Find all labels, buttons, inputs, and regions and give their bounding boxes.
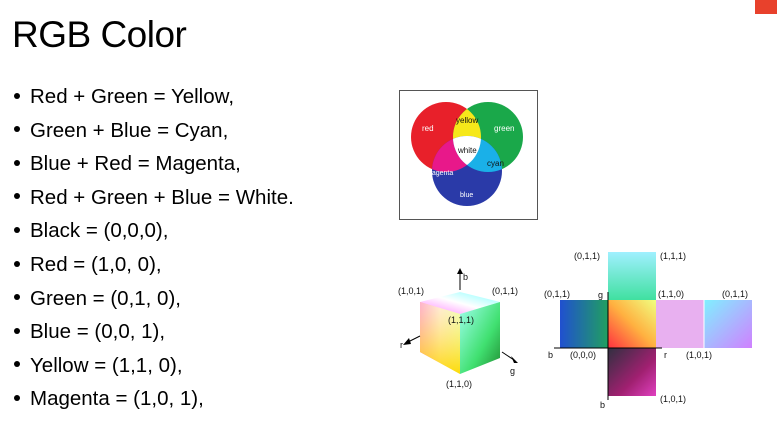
net-label-mid-center: (1,1,0) [658,289,684,299]
bullet-dot [14,193,20,200]
net-label-right: (1,0,1) [686,350,712,360]
net-face-bottom [608,348,656,396]
net-face-left [560,300,608,348]
net-label-bottom: (1,0,1) [660,394,686,404]
venn-label-cyan: cyan [487,159,504,168]
net-axis-r: r [664,350,667,360]
page-title: RGB Color [12,14,187,55]
axis-r-arrowhead [403,338,411,345]
axis-g-arrow [501,351,515,361]
cube-label-bottom: (1,1,0) [446,379,472,389]
bullet-item: Yellow = (1,1, 0), [10,349,294,383]
bullet-item: Red + Green = Yellow, [10,80,294,114]
bullet-dot [14,159,20,166]
net-label-origin: (0,0,0) [570,350,596,360]
net-axis-b-bottom: b [600,400,605,410]
cube-label-center: (1,1,1) [448,315,474,325]
axis-g-arrowhead [511,356,518,363]
net-label-mid-right: (0,1,1) [722,289,748,299]
bullet-dot [14,327,20,334]
net-svg: (0,1,1) (1,1,1) (0,1,1) (1,1,0) (0,1,1) … [544,251,752,410]
bullet-dot [14,361,20,368]
venn-label-blue: blue [460,192,473,199]
cube-svg: (1,0,1) (0,1,1) (1,1,1) (1,1,0) b r g [398,268,518,389]
net-face-right-1 [656,300,704,348]
net-label-top-left: (0,1,1) [574,251,600,261]
axis-b-arrowhead [457,268,463,274]
bullet-dot [14,294,20,301]
net-face-center [608,300,656,348]
cube-top-face [420,292,500,314]
bullet-item: Red = (1,0, 0), [10,248,294,282]
bullet-item: Blue = (0,0, 1), [10,315,294,349]
cube-side-face [460,302,500,374]
bullet-item: Blue + Red = Magenta, [10,147,294,181]
bullet-list: Red + Green = Yellow, Green + Blue = Cya… [10,80,294,416]
venn-label-green: green [494,124,514,133]
cube-axis-g: g [510,366,515,376]
corner-accent [755,0,777,14]
bullet-dot [14,260,20,267]
net-face-right-2 [704,300,752,348]
net-face-top [608,252,656,300]
venn-diagram: red yellow green white magenta cyan blue [399,90,538,220]
bullet-item: Green + Blue = Cyan, [10,114,294,148]
net-axis-b-left: b [548,350,553,360]
cube-front-shade [420,302,460,374]
bullet-dot [14,92,20,99]
venn-label-magenta: magenta [426,170,453,177]
bullet-item: Magenta = (1,0, 1), [10,382,294,416]
bullet-item: Green = (0,1, 0), [10,282,294,316]
cube-axis-r: r [400,340,403,350]
cube-net: (0,1,1) (1,1,1) (0,1,1) (1,1,0) (0,1,1) … [540,240,772,420]
net-label-top-right: (1,1,1) [660,251,686,261]
color-cube: (1,0,1) (0,1,1) (1,1,1) (1,1,0) b r g [390,242,535,397]
net-axis-g: g [598,290,603,300]
venn-label-white: white [457,146,477,155]
cube-label-top-left: (1,0,1) [398,286,424,296]
bullet-item: Black = (0,0,0), [10,214,294,248]
bullet-dot [14,226,20,233]
cube-label-top-right: (0,1,1) [492,286,518,296]
cube-axis-b: b [463,272,468,282]
venn-svg: red yellow green white magenta cyan blue [411,102,523,206]
net-label-mid-left: (0,1,1) [544,289,570,299]
bullet-dot [14,394,20,401]
venn-label-yellow: yellow [456,116,478,125]
venn-label-red: red [422,124,434,133]
bullet-dot [14,126,20,133]
bullet-item: Red + Green + Blue = White. [10,181,294,215]
